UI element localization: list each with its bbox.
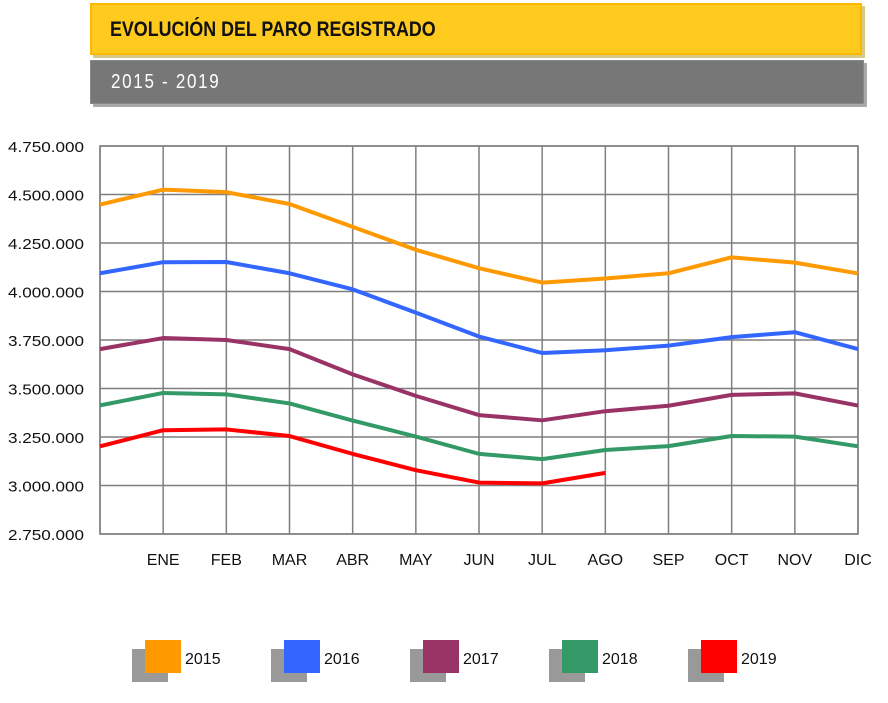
x-tick-label: SEP — [652, 552, 684, 569]
title-banner: EVOLUCIÓN DEL PARO REGISTRADO — [90, 3, 862, 55]
chart-title: EVOLUCIÓN DEL PARO REGISTRADO — [110, 18, 436, 41]
x-tick-label: ENE — [147, 552, 180, 569]
legend-label: 2018 — [602, 651, 638, 668]
legend-label: 2016 — [324, 651, 360, 668]
x-tick-label: JUN — [463, 552, 494, 569]
x-tick-label: OCT — [715, 552, 749, 569]
y-tick-label: 3.500.000 — [8, 382, 84, 399]
series-line-2019 — [99, 427, 606, 486]
series-line-2017 — [99, 336, 859, 423]
x-tick-label: AGO — [588, 552, 624, 569]
x-tick-label: JUL — [528, 552, 557, 569]
y-tick-label: 3.750.000 — [8, 333, 84, 350]
legend-swatch-2018 — [562, 640, 598, 673]
x-tick-label: NOV — [777, 552, 812, 569]
x-tick-label: ABR — [336, 552, 369, 569]
y-tick-label: 4.000.000 — [8, 285, 84, 302]
y-tick-label: 3.000.000 — [8, 479, 84, 496]
x-tick-label: FEB — [211, 552, 242, 569]
legend-swatch-2016 — [284, 640, 320, 673]
series-line-2016 — [99, 260, 859, 355]
x-tick-label: DIC — [844, 552, 872, 569]
y-tick-label: 3.250.000 — [8, 430, 84, 447]
x-tick-label: MAY — [399, 552, 433, 569]
y-tick-label: 4.750.000 — [8, 139, 84, 156]
series-line-2015 — [99, 187, 859, 285]
x-tick-label: MAR — [272, 552, 308, 569]
legend-label: 2017 — [463, 651, 499, 668]
y-tick-label: 2.750.000 — [8, 527, 84, 544]
legend-swatch-2017 — [423, 640, 459, 673]
legend-swatch-2015 — [145, 640, 181, 673]
legend-swatch-2019 — [701, 640, 737, 673]
legend-label: 2019 — [741, 651, 777, 668]
series-line-2018 — [99, 390, 859, 462]
y-tick-label: 4.500.000 — [8, 188, 84, 205]
y-tick-label: 4.250.000 — [8, 236, 84, 253]
chart-subtitle: 2015 - 2019 — [111, 71, 221, 93]
subtitle-banner: 2015 - 2019 — [90, 60, 864, 104]
legend-label: 2015 — [185, 651, 221, 668]
